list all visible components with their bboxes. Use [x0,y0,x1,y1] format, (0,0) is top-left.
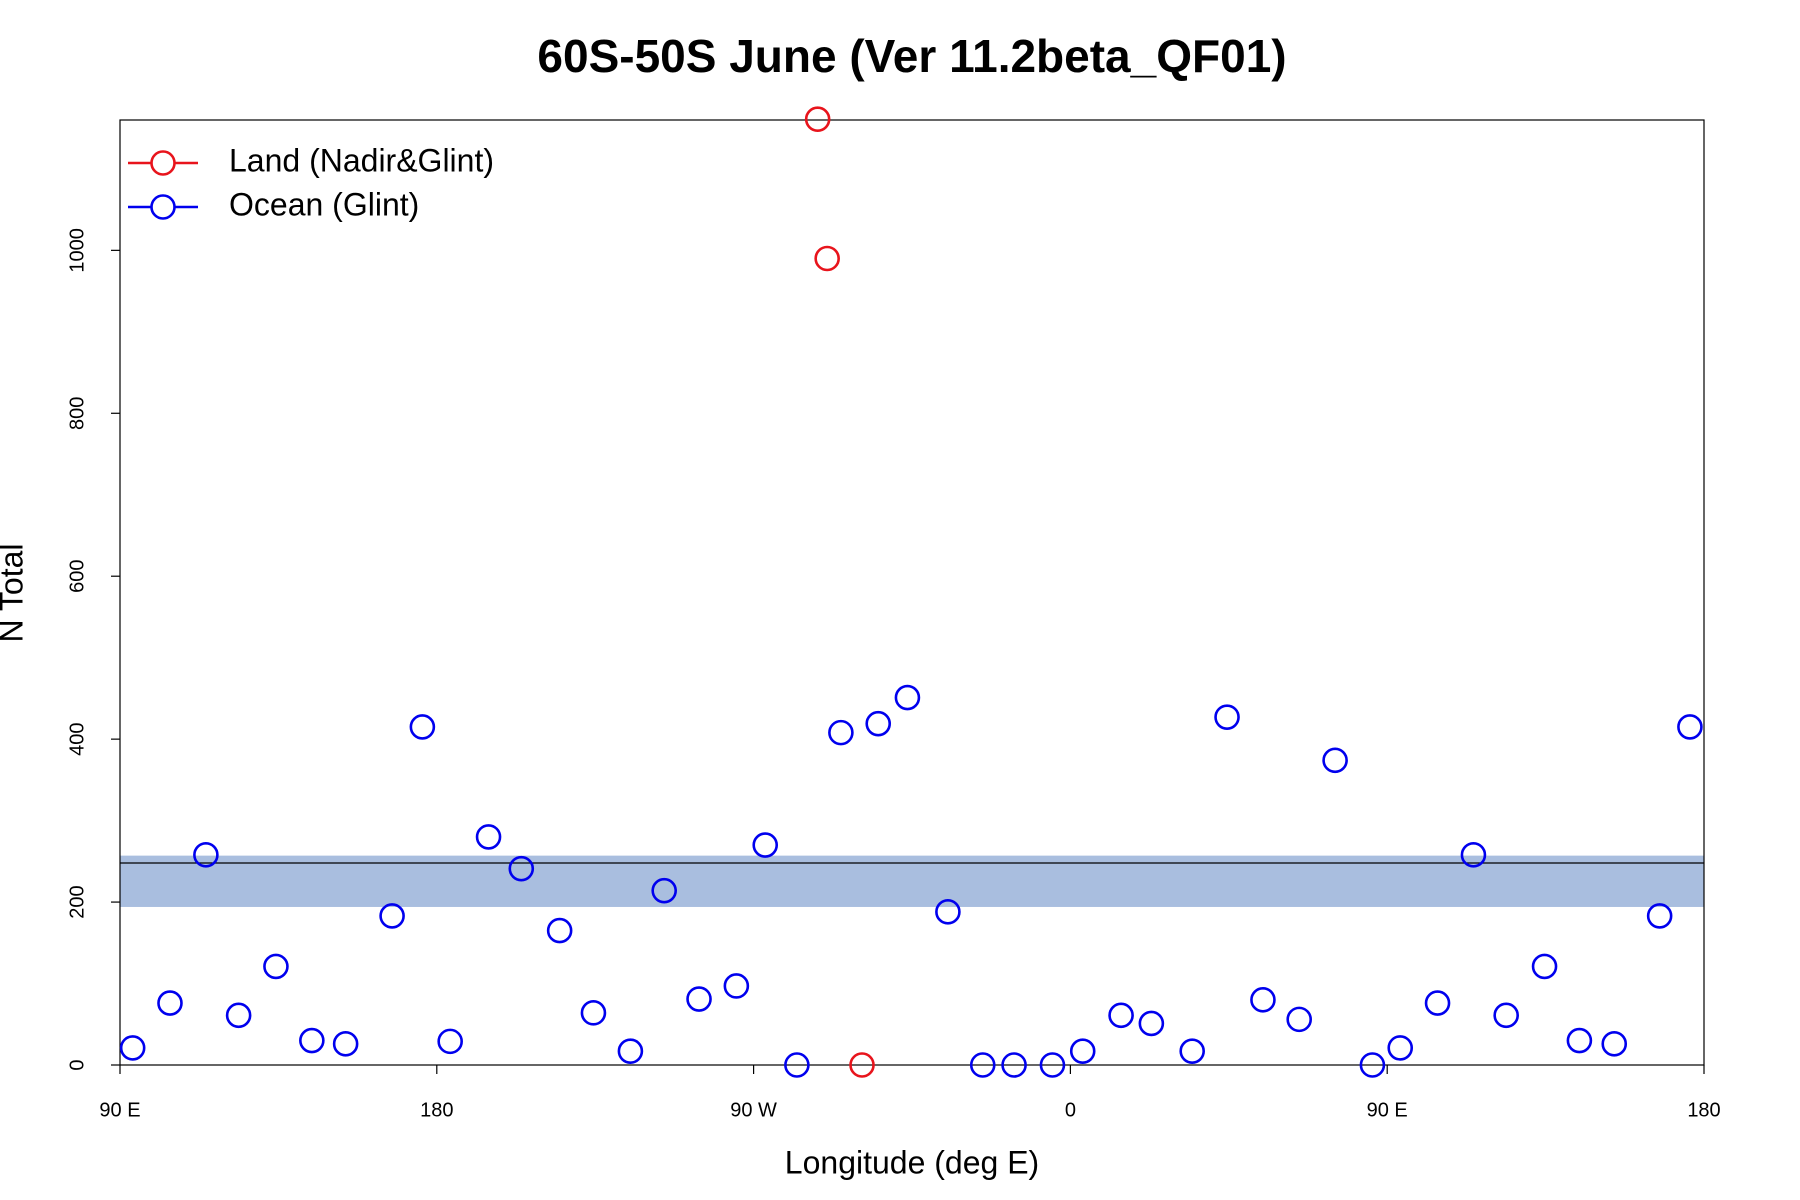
legend-marker [150,150,176,176]
data-point [723,973,750,999]
legend-label: Land (Nadir&Glint) [229,142,494,178]
data-point [1322,747,1348,774]
x-axis-label: Longitude (deg E) [785,1144,1039,1180]
data-point [849,1052,875,1078]
data-point [969,1052,996,1078]
data-point [828,719,854,746]
data-point [894,684,921,711]
data-point [1286,1006,1312,1033]
data-point [332,1031,359,1057]
data-point [475,824,502,850]
plot-frame [119,119,1705,1066]
data-point [379,903,405,929]
data-point [1001,1052,1027,1078]
data-point [409,714,436,740]
data-point [1531,953,1558,980]
data-point [1179,1038,1205,1064]
data-point [1250,987,1276,1013]
data-point [865,710,892,737]
data-point [193,842,219,868]
data-point [299,1027,325,1054]
data-point [1646,903,1673,929]
chart-title: 60S-50S June (Ver 11.2beta_QF01) [537,30,1286,82]
x-tick-label: 90 E [1367,1099,1408,1121]
data-point [225,1002,252,1029]
data-point [814,245,840,272]
x-tick-label: 90 W [730,1099,777,1121]
y-axis-label: N Total [0,543,29,642]
data-point [1424,990,1451,1016]
data-point [508,855,535,882]
data-point [784,1052,810,1078]
data-point [1677,714,1703,740]
x-tick-label: 180 [1687,1099,1720,1121]
data-point [1387,1035,1414,1061]
y-tick-label: 600 [66,560,88,593]
data-point [1138,1010,1165,1037]
data-point [686,986,712,1012]
data-point [1039,1052,1066,1078]
data-point [1460,842,1487,868]
legend-marker [150,194,176,220]
data-point [263,953,289,980]
y-tick-label: 800 [66,397,88,430]
legend-label: Ocean (Glint) [229,186,419,222]
reference-band [120,855,1704,907]
data-point [1214,704,1240,730]
y-tick-label: 200 [66,885,88,918]
data-point [1566,1027,1593,1054]
data-point [1359,1052,1386,1078]
data-point [437,1028,463,1055]
x-tick-label: 90 E [99,1099,140,1121]
data-point [804,106,831,132]
data-point [617,1038,644,1064]
data-point [651,877,677,904]
data-point [580,1000,607,1026]
data-point [1069,1038,1096,1064]
y-tick-label: 1000 [66,228,88,273]
x-tick-label: 0 [1065,1099,1076,1121]
data-point [935,899,961,925]
data-point [1601,1031,1628,1057]
x-tick-label: 180 [420,1099,453,1121]
y-tick-label: 400 [66,722,88,755]
y-tick-label: 0 [66,1059,88,1070]
data-point [157,990,183,1016]
data-point [752,832,779,858]
data-point [119,1035,146,1061]
data-point [1108,1002,1134,1029]
data-point [546,917,573,944]
data-point [1493,1002,1519,1029]
